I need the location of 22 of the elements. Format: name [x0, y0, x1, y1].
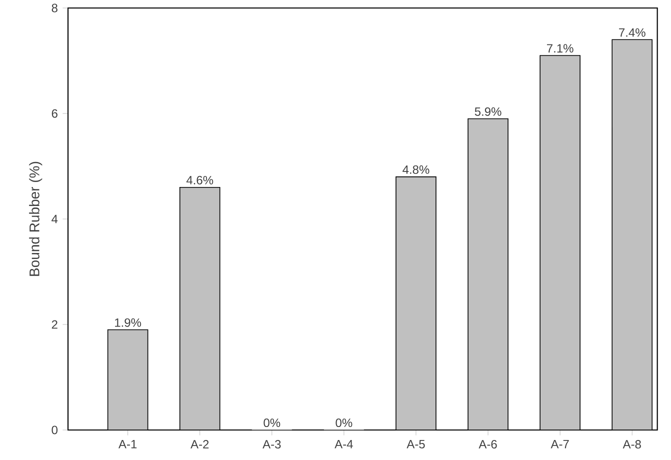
y-tick-label: 4: [52, 214, 58, 224]
data-label: 5.9%: [474, 107, 502, 116]
x-tick-label: A-2: [190, 440, 209, 448]
y-tick-label: 2: [52, 320, 58, 329]
x-tick-label: A-4: [334, 440, 353, 448]
data-label: 0%: [264, 418, 280, 428]
data-label: 7.4%: [619, 28, 646, 37]
y-tick-label: 6: [52, 109, 58, 118]
y-tick-label: 8: [52, 4, 58, 12]
x-tick-label: A-6: [478, 440, 497, 449]
x-tick-label: A-3: [262, 440, 281, 449]
data-label: 4.8%: [402, 165, 430, 174]
data-label: 1.9%: [115, 318, 142, 327]
data-label: 0%: [336, 418, 352, 428]
x-tick-label: A-1: [118, 440, 137, 448]
y-axis-title: Bound Rubber (%): [29, 162, 42, 276]
data-label: 4.6%: [186, 176, 214, 184]
x-tick-label: A-5: [406, 440, 425, 448]
data-label: 7.1%: [547, 44, 574, 53]
x-tick-label: A-7: [550, 440, 569, 448]
y-tick-label: 0: [52, 426, 58, 434]
x-tick-label: A-8: [622, 440, 641, 449]
